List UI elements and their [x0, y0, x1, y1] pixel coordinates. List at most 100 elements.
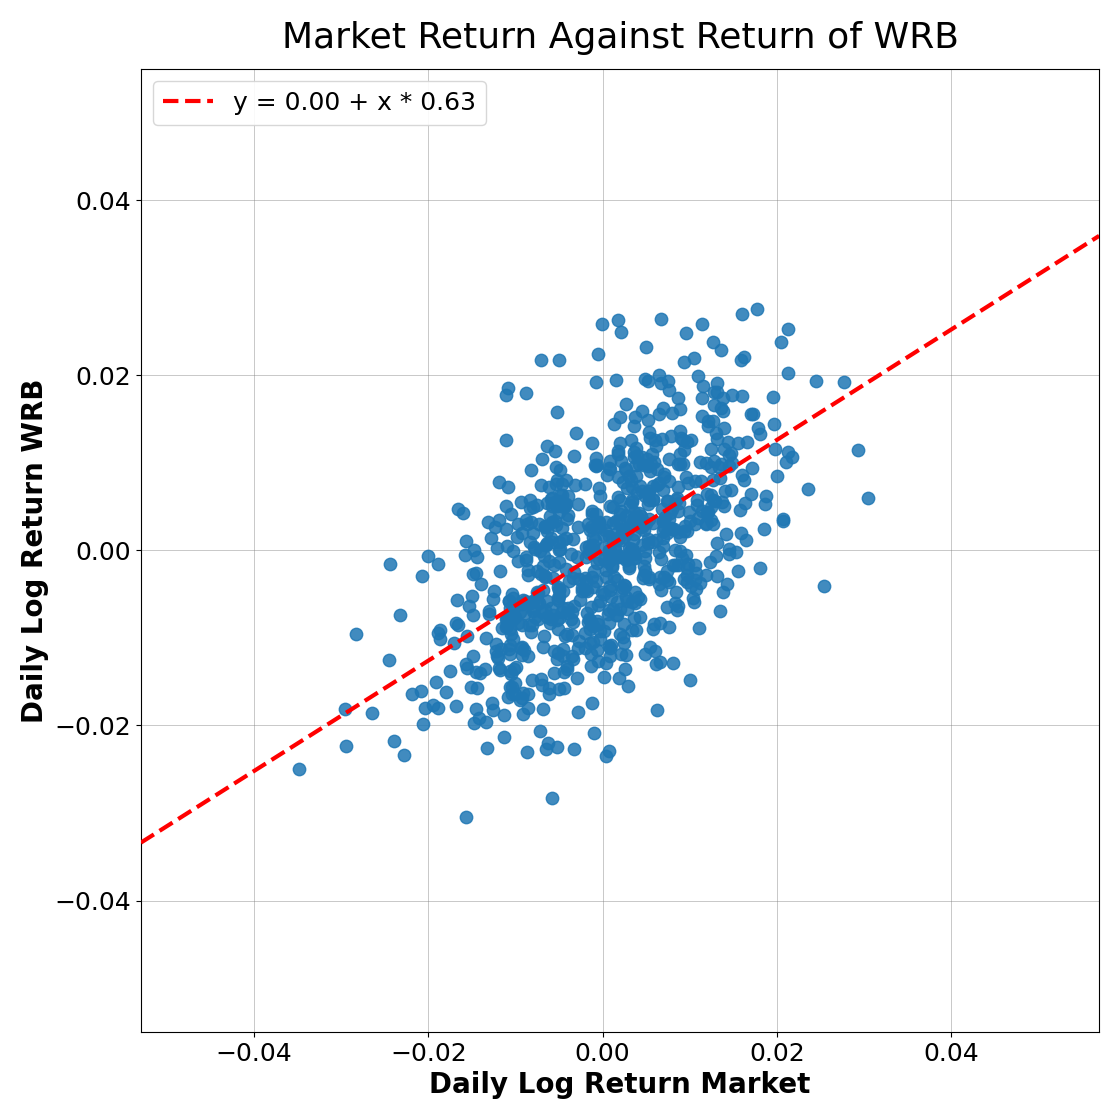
- Point: [570, 633, 588, 651]
- Point: [659, 493, 676, 511]
- Point: [539, 734, 557, 752]
- Point: [641, 570, 659, 588]
- Point: [513, 523, 531, 541]
- Point: [834, 373, 852, 391]
- Point: [467, 663, 485, 681]
- Point: [519, 561, 536, 579]
- Point: [601, 636, 619, 654]
- Point: [603, 588, 620, 606]
- Point: [548, 475, 566, 493]
- Point: [563, 647, 581, 665]
- Point: [608, 524, 626, 542]
- Point: [720, 446, 738, 464]
- Point: [391, 606, 409, 624]
- Point: [718, 575, 736, 592]
- Point: [550, 351, 568, 368]
- Point: [588, 641, 606, 659]
- Point: [698, 504, 716, 522]
- Point: [669, 597, 687, 615]
- Point: [497, 618, 515, 636]
- Point: [647, 655, 665, 673]
- Point: [449, 501, 467, 519]
- Point: [445, 635, 463, 653]
- Point: [582, 598, 600, 616]
- Point: [501, 599, 519, 617]
- Point: [605, 568, 623, 586]
- Point: [652, 310, 670, 328]
- Point: [679, 559, 697, 577]
- Point: [545, 512, 563, 530]
- Point: [587, 505, 605, 523]
- Point: [590, 592, 608, 610]
- Point: [713, 582, 731, 600]
- Point: [618, 479, 636, 497]
- Point: [675, 522, 693, 540]
- Point: [540, 552, 558, 570]
- Point: [594, 539, 612, 557]
- Point: [601, 451, 619, 469]
- Point: [706, 452, 724, 470]
- Point: [633, 402, 651, 420]
- Point: [778, 442, 796, 460]
- Point: [600, 614, 618, 632]
- Point: [506, 684, 524, 702]
- Point: [522, 460, 540, 478]
- Point: [640, 423, 657, 441]
- Point: [737, 531, 755, 549]
- Point: [752, 426, 769, 444]
- Point: [503, 679, 521, 697]
- Point: [512, 493, 530, 511]
- Point: [648, 476, 666, 494]
- Point: [521, 500, 539, 517]
- Point: [645, 615, 663, 633]
- Point: [522, 513, 540, 531]
- Point: [520, 647, 538, 665]
- Point: [731, 501, 749, 519]
- Point: [500, 688, 517, 706]
- Point: [675, 441, 693, 459]
- Point: [465, 713, 483, 731]
- Point: [531, 542, 549, 560]
- Point: [612, 408, 629, 426]
- Y-axis label: Daily Log Return WRB: Daily Log Return WRB: [21, 379, 49, 722]
- Point: [559, 506, 577, 524]
- Point: [693, 315, 711, 333]
- Point: [684, 592, 702, 610]
- Point: [625, 545, 643, 563]
- Point: [708, 423, 726, 441]
- Point: [617, 646, 635, 664]
- Point: [563, 626, 581, 644]
- Point: [660, 573, 678, 591]
- Point: [616, 660, 634, 678]
- Point: [582, 616, 600, 634]
- Point: [564, 597, 582, 615]
- Point: [550, 587, 568, 605]
- Point: [553, 647, 571, 665]
- Point: [672, 429, 690, 447]
- Point: [526, 541, 544, 559]
- Point: [530, 609, 548, 627]
- Point: [609, 441, 627, 459]
- Point: [633, 482, 651, 500]
- Point: [624, 541, 642, 559]
- Point: [715, 402, 732, 420]
- Point: [582, 502, 600, 520]
- Point: [643, 446, 661, 464]
- Point: [612, 599, 629, 617]
- Point: [544, 663, 562, 681]
- Point: [468, 548, 486, 566]
- Point: [533, 450, 551, 468]
- Point: [503, 586, 521, 604]
- Point: [626, 409, 644, 427]
- Point: [554, 663, 572, 681]
- Point: [780, 364, 797, 382]
- Point: [532, 476, 550, 494]
- Point: [681, 512, 699, 530]
- Point: [615, 528, 633, 545]
- Point: [676, 545, 694, 563]
- Point: [484, 589, 502, 607]
- Point: [533, 676, 551, 694]
- Point: [544, 557, 562, 575]
- Point: [559, 625, 577, 643]
- Point: [617, 461, 635, 479]
